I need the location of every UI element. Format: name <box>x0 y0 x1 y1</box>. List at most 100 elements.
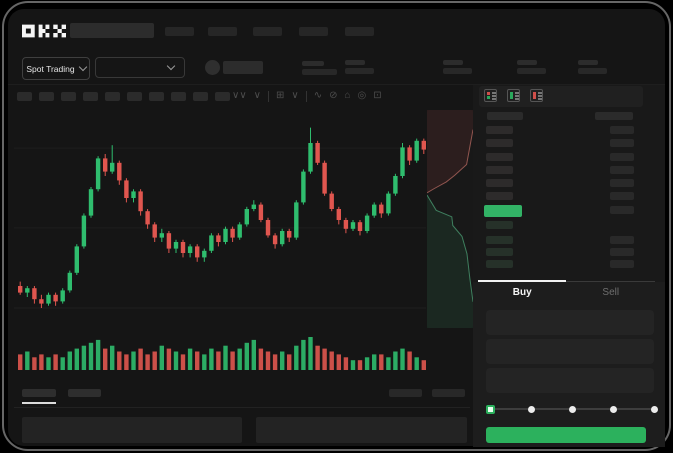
orderbook-buy-view-icon[interactable] <box>507 89 520 102</box>
timeframe-button-placeholder[interactable] <box>193 92 208 101</box>
orders-tab-placeholder[interactable] <box>22 389 56 397</box>
okx-logo[interactable] <box>22 24 66 38</box>
stat-pair-placeholder <box>443 60 463 65</box>
slider-handle[interactable] <box>486 404 495 414</box>
nav-item-placeholder[interactable] <box>345 27 374 36</box>
stat-pair-placeholder <box>517 60 537 65</box>
orderbook-both-view-icon-mark <box>487 96 490 99</box>
timeframe-button-placeholder[interactable] <box>17 92 32 101</box>
coin-icon <box>205 60 220 75</box>
orderbook-column-header <box>487 112 523 120</box>
nav-item-placeholder[interactable] <box>299 27 328 36</box>
orderbook-bid-price[interactable] <box>486 248 513 256</box>
orderbook-ask-amount <box>610 126 634 134</box>
orderbook-ask-price[interactable] <box>486 126 513 134</box>
ticker-search-placeholder[interactable] <box>70 23 154 38</box>
orders-panel-placeholder <box>22 417 242 443</box>
orders-tab-placeholder[interactable] <box>68 389 101 397</box>
orderbook-ask-price[interactable] <box>486 166 513 174</box>
nav-item-placeholder[interactable] <box>208 27 237 36</box>
slider-stop[interactable] <box>609 405 617 413</box>
timeframe-button-placeholder[interactable] <box>61 92 76 101</box>
timeframe-button-placeholder[interactable] <box>83 92 98 101</box>
timeframe-button-placeholder[interactable] <box>171 92 186 101</box>
orderbook-ask-price[interactable] <box>486 153 513 161</box>
chart-toolbar: ∨∨ ∨ ⊞ ∨ ∿ ⊘ ⌂ ◎ ⊡ <box>232 89 382 103</box>
pair-selector-dropdown[interactable] <box>95 57 185 78</box>
indicators-icon[interactable]: ⊞ <box>275 90 285 101</box>
trade-input-field[interactable] <box>486 368 654 393</box>
list-line <box>515 98 519 100</box>
orderbook-sell-view-icon-mark <box>533 92 536 99</box>
stat-pair-placeholder <box>578 60 598 65</box>
stat-value-placeholder <box>443 68 472 74</box>
stat-pair-placeholder <box>345 60 365 65</box>
draw-tool-icon[interactable]: ⊘ <box>329 90 338 101</box>
orderbook-bid-amount <box>610 260 634 268</box>
chevron-down-icon <box>166 61 176 71</box>
orderbook-ask-amount <box>610 139 634 147</box>
trade-form-background <box>473 282 665 447</box>
orders-action-placeholder[interactable] <box>432 389 465 397</box>
orderbook-ask-price[interactable] <box>486 139 513 147</box>
market-type-label: Spot Trading <box>26 63 75 74</box>
chevron-down-icon <box>78 62 87 72</box>
interval-dropdown-icon[interactable]: ∨ <box>253 90 261 101</box>
orderbook-last-price <box>484 205 522 217</box>
toolbar-divider <box>305 90 307 102</box>
orderbook-ask-amount <box>610 179 634 187</box>
market-type-selector[interactable]: Spot Trading <box>22 57 90 80</box>
list-line <box>492 92 496 94</box>
active-orders-tab-underline <box>22 402 56 404</box>
orderbook-both-view-icon[interactable] <box>484 89 497 102</box>
depth-chart-overlay <box>426 110 474 328</box>
list-line <box>515 95 519 97</box>
orders-divider <box>14 407 470 408</box>
timeframe-button-placeholder[interactable] <box>215 92 230 101</box>
list-line <box>515 92 519 94</box>
buy-submit-button[interactable] <box>486 427 646 443</box>
trade-tabs: Buy Sell <box>478 285 655 299</box>
orderbook-sell-view-icon[interactable] <box>530 89 543 102</box>
tab-buy[interactable]: Buy <box>512 286 532 298</box>
indicators-dropdown-icon[interactable]: ∨ <box>291 90 299 101</box>
orderbook-bid-amount <box>610 236 634 244</box>
orderbook-ask-amount <box>610 192 634 200</box>
stat-value-placeholder <box>517 68 546 74</box>
fullscreen-icon[interactable]: ⊡ <box>373 90 382 101</box>
line-tool-icon[interactable]: ∿ <box>313 90 323 101</box>
candlestick-chart[interactable] <box>14 108 426 332</box>
orderbook-bid-amount <box>610 248 634 256</box>
orderbook-ask-amount <box>610 153 634 161</box>
orderbook-both-view-icon-mark <box>487 92 490 95</box>
timeframe-button-placeholder[interactable] <box>127 92 142 101</box>
nav-item-placeholder[interactable] <box>253 27 282 36</box>
nav-item-placeholder[interactable] <box>165 27 194 36</box>
settings-icon[interactable]: ◎ <box>357 90 367 101</box>
orderbook-toolbar-strip <box>479 86 643 107</box>
orderbook-ask-price[interactable] <box>486 192 513 200</box>
list-line <box>538 95 542 97</box>
tabs-divider <box>478 281 655 282</box>
timeframe-button-placeholder[interactable] <box>105 92 120 101</box>
orderbook-buy-view-icon-mark <box>510 92 513 99</box>
orderbook-bid-price[interactable] <box>486 236 513 244</box>
orderbook-bid-price[interactable] <box>486 221 513 229</box>
timeframe-button-placeholder[interactable] <box>149 92 164 101</box>
slider-stop[interactable] <box>568 405 576 413</box>
camera-icon[interactable]: ⌂ <box>344 90 351 101</box>
pair-label-placeholder <box>223 61 263 74</box>
orders-panel-placeholder <box>256 417 467 443</box>
timeframe-button-placeholder[interactable] <box>39 92 54 101</box>
slider-stop[interactable] <box>650 405 658 413</box>
tab-sell[interactable]: Sell <box>602 286 620 298</box>
orderbook-ask-price[interactable] <box>486 179 513 187</box>
orders-action-placeholder[interactable] <box>389 389 422 397</box>
orderbook-bid-price[interactable] <box>486 260 513 268</box>
chart-style-icon[interactable]: ∨∨ <box>232 90 247 101</box>
slider-stop[interactable] <box>527 405 535 413</box>
trade-input-field[interactable] <box>486 310 654 335</box>
trade-input-field[interactable] <box>486 339 654 364</box>
